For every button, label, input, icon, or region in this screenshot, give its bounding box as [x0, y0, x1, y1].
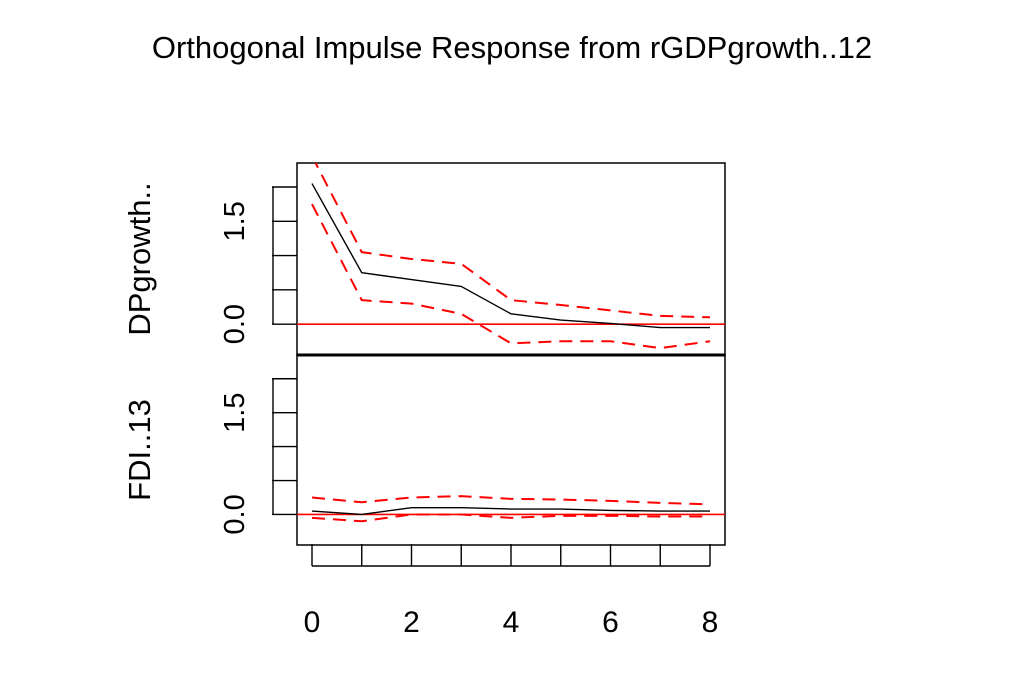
panel-top: DPgrowth.. 0.0 1.5 — [122, 162, 726, 356]
x-tick-label: 0 — [304, 606, 321, 639]
y-tick-label: 1.5 — [219, 201, 251, 241]
upper-band-line — [314, 163, 711, 319]
x-tick-label: 6 — [602, 606, 619, 639]
upper-band-line — [311, 495, 711, 506]
response-line — [311, 183, 710, 329]
panel-bottom-frame — [296, 354, 726, 546]
x-tick-label: 8 — [702, 606, 719, 639]
x-axis: 0 2 4 6 8 — [304, 544, 719, 639]
panel-top-ylabel: DPgrowth.. — [122, 182, 157, 335]
panel-bottom-ylabel: FDI..13 — [122, 399, 157, 501]
x-tick-label: 4 — [503, 606, 520, 639]
y-tick-label: 0.0 — [219, 304, 251, 344]
chart-title: Orthogonal Impulse Response from rGDPgro… — [152, 30, 872, 65]
response-line — [311, 506, 710, 516]
y-tick-label: 1.5 — [219, 393, 251, 433]
x-tick-label: 2 — [403, 606, 420, 639]
panel-bottom: FDI..13 0.0 1.5 — [122, 354, 726, 546]
lower-band-line — [311, 203, 711, 350]
y-tick-label: 0.0 — [219, 494, 251, 534]
lower-band-line — [311, 513, 710, 523]
panel-top-frame — [296, 162, 726, 356]
